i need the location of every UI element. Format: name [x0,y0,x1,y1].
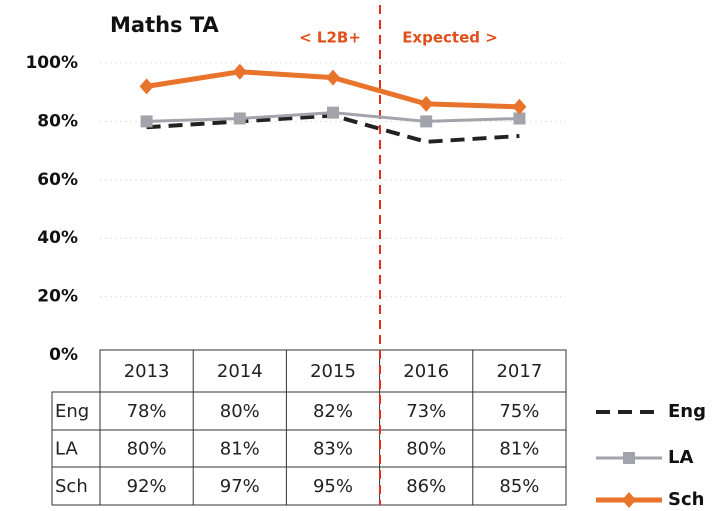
y-tick-label: 60% [37,170,78,190]
table-row-label: LA [55,439,78,460]
annotation: < L2B+ [299,29,361,47]
point [513,112,526,125]
y-tick-label: 0% [49,345,78,365]
table-cell: 86% [406,476,446,497]
table-cell: 80% [406,439,446,460]
annotation: Expected > [402,29,498,47]
legend-label: Eng [668,401,706,422]
x-tick-label: 2017 [496,361,542,382]
point [512,98,527,115]
table-cell: 81% [499,439,539,460]
x-tick-label: 2014 [217,361,263,382]
legend-label: Sch [668,489,704,510]
table-cell: 85% [499,476,539,497]
y-tick-label: 80% [37,111,78,131]
y-tick-label: 100% [25,53,78,73]
table-cell: 73% [406,401,446,422]
point [326,69,340,86]
table-cell: 78% [127,401,167,422]
y-tick-label: 40% [37,228,78,248]
point [233,112,246,125]
table-cell: 80% [220,401,260,422]
legend-marker [623,452,635,464]
x-tick-label: 2016 [403,361,449,382]
point [140,115,153,128]
table-cell: 80% [127,439,167,460]
point [139,78,154,95]
point [420,115,433,128]
table-cell: 97% [220,476,260,497]
chart-title: Maths TA [110,13,220,37]
point [327,106,339,119]
point [232,63,247,80]
table-row-label: Eng [55,401,89,422]
y-tick-label: 20% [37,287,78,307]
legend-marker [622,492,636,508]
table-cell: 81% [220,439,260,460]
x-tick-label: 2015 [310,361,356,382]
table-cell: 92% [127,476,167,497]
table-cell: 95% [313,476,353,497]
legend-label: LA [668,447,693,468]
table-cell: 75% [499,401,539,422]
table-row-label: Sch [55,476,88,497]
table-cell: 83% [313,439,353,460]
table-cell: 82% [313,401,353,422]
x-tick-label: 2013 [124,361,170,382]
point [419,95,434,112]
